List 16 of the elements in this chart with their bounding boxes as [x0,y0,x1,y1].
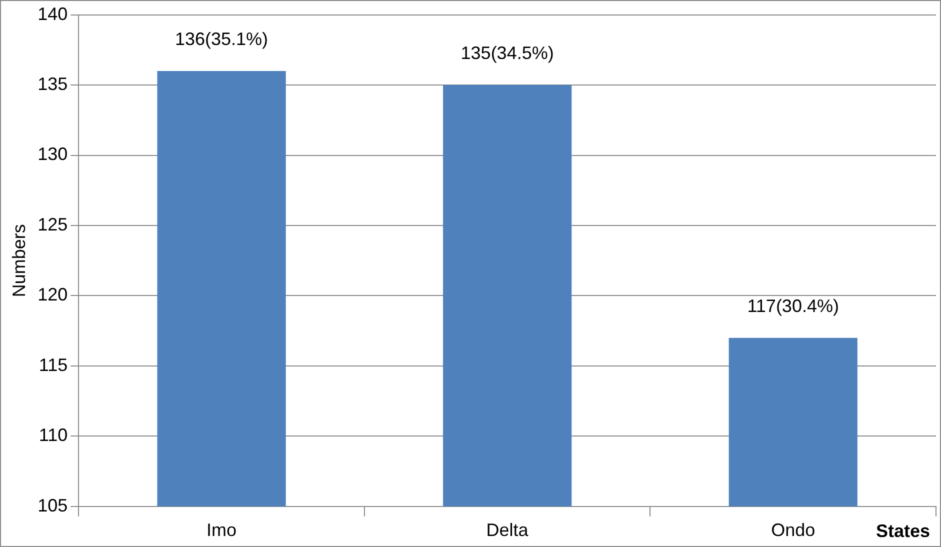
y-tick-label: 140 [38,4,68,24]
y-tick-label: 105 [38,495,68,516]
data-label: 136(35.1%) [174,28,268,49]
x-tick-label: Delta [486,520,530,540]
y-tick-label: 125 [38,214,68,234]
data-label: 117(30.4%) [747,296,839,316]
x-tick-label: Imo [206,520,237,540]
y-tick-label: 110 [38,425,68,446]
y-tick-label: 135 [38,74,68,94]
y-tick-label: 115 [38,354,68,375]
data-label: 135(34.5%) [460,42,554,63]
y-tick-label: 130 [38,144,68,164]
y-tick-label: 120 [38,284,68,305]
x-tick-label: Ondo [771,520,816,540]
y-axis-title: Numbers [8,224,29,298]
x-axis-title: States [876,520,930,541]
